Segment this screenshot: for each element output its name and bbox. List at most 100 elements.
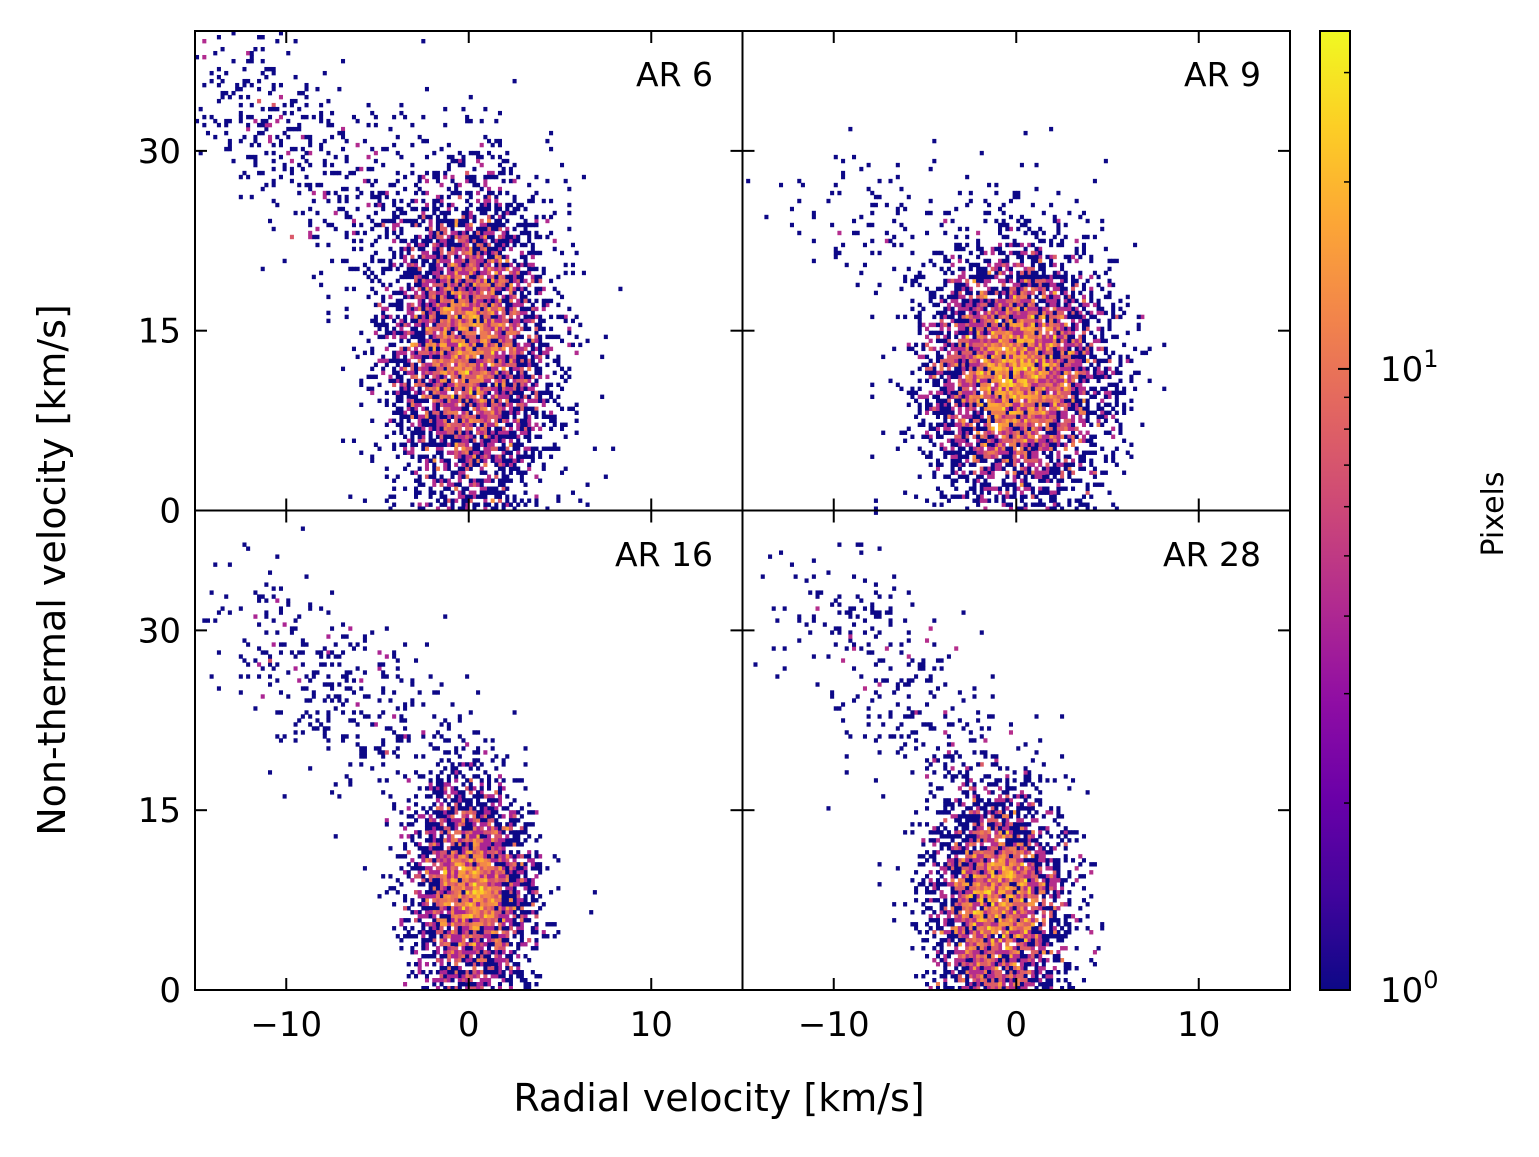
heatmap-cell	[395, 362, 400, 368]
heatmap-cell	[424, 258, 429, 264]
heatmap-cell	[1049, 274, 1054, 280]
heatmap-cell	[1023, 294, 1028, 300]
heatmap-cell	[990, 246, 995, 252]
heatmap-cell	[497, 246, 502, 252]
heatmap-cell	[1071, 366, 1076, 372]
heatmap-cell	[976, 238, 981, 244]
heatmap-cell	[1049, 202, 1054, 208]
heatmap-cell	[476, 158, 481, 164]
heatmap-cell	[1005, 434, 1010, 439]
heatmap-cell	[925, 434, 930, 439]
heatmap-cell	[457, 354, 462, 360]
heatmap-cell	[961, 274, 966, 280]
heatmap-cell	[424, 474, 429, 479]
heatmap-cell	[990, 322, 995, 328]
heatmap-cell	[461, 346, 466, 352]
heatmap-cell	[968, 430, 973, 435]
heatmap-cell	[450, 154, 455, 160]
heatmap-cell	[1030, 490, 1035, 495]
heatmap-cell	[1016, 450, 1021, 455]
heatmap-cell	[399, 286, 404, 292]
heatmap-cell	[435, 322, 440, 328]
heatmap-cell	[1023, 270, 1028, 276]
heatmap-cell	[1001, 310, 1006, 316]
heatmap-cell	[443, 398, 448, 404]
heatmap-cell	[348, 266, 353, 272]
heatmap-cell	[457, 438, 462, 443]
heatmap-cell	[1111, 306, 1116, 312]
heatmap-cell	[410, 122, 415, 128]
heatmap-cell	[527, 234, 532, 240]
heatmap-cell	[392, 326, 397, 332]
heatmap-cell	[264, 74, 269, 80]
heatmap-cell	[494, 342, 499, 348]
heatmap-cell	[1052, 274, 1057, 280]
heatmap-cell	[450, 426, 455, 431]
heatmap-cell	[501, 478, 506, 483]
heatmap-cell	[1008, 330, 1013, 336]
heatmap-cell	[1034, 450, 1039, 455]
heatmap-cell	[1034, 382, 1039, 388]
heatmap-cell	[1049, 410, 1054, 415]
heatmap-cell	[505, 462, 510, 467]
heatmap-cell	[472, 438, 477, 443]
heatmap-cell	[1111, 302, 1116, 308]
heatmap-cell	[465, 282, 470, 288]
heatmap-cell	[998, 490, 1003, 495]
heatmap-cell	[428, 430, 433, 435]
heatmap-cell	[1027, 430, 1032, 435]
heatmap-cell	[487, 278, 492, 284]
heatmap-cell	[1129, 358, 1134, 364]
heatmap-cell	[530, 346, 535, 352]
heatmap-cell	[1060, 334, 1065, 340]
heatmap-cell	[388, 182, 393, 188]
heatmap-cell	[1030, 358, 1035, 364]
heatmap-cell	[1005, 354, 1010, 360]
heatmap-cell	[1045, 310, 1050, 316]
heatmap-cell	[508, 370, 513, 376]
heatmap-cell	[384, 398, 389, 404]
heatmap-cell	[508, 374, 513, 380]
heatmap-cell	[979, 250, 984, 256]
heatmap-cell	[435, 346, 440, 352]
heatmap-cell	[443, 418, 448, 423]
heatmap-cell	[439, 238, 444, 244]
heatmap-cell	[552, 418, 557, 423]
heatmap-cell	[530, 446, 535, 451]
heatmap-cell	[443, 254, 448, 260]
heatmap-cell	[479, 430, 484, 435]
heatmap-cell	[497, 418, 502, 423]
heatmap-cell	[979, 298, 984, 304]
heatmap-cell	[454, 358, 459, 364]
heatmap-cell	[392, 378, 397, 384]
heatmap-cell	[1034, 458, 1039, 463]
heatmap-cell	[983, 326, 988, 332]
heatmap-cell	[979, 346, 984, 352]
heatmap-cell	[1030, 306, 1035, 312]
heatmap-cell	[994, 498, 999, 503]
heatmap-cell	[1049, 494, 1054, 499]
heatmap-cell	[428, 354, 433, 360]
heatmap-cell	[1103, 386, 1108, 392]
heatmap-cell	[1016, 366, 1021, 372]
heatmap-cell	[972, 446, 977, 451]
heatmap-cell	[450, 190, 455, 196]
heatmap-cell	[1027, 482, 1032, 487]
heatmap-cell	[1016, 374, 1021, 380]
heatmap-cell	[1034, 286, 1039, 292]
heatmap-cell	[1060, 358, 1065, 364]
heatmap-cell	[1092, 410, 1097, 415]
heatmap-cell	[501, 210, 506, 216]
heatmap-cell	[213, 118, 218, 124]
heatmap-cell	[1012, 430, 1017, 435]
heatmap-cell	[519, 366, 524, 372]
heatmap-cell	[516, 266, 521, 272]
heatmap-cell	[366, 178, 371, 184]
heatmap-cell	[534, 434, 539, 439]
heatmap-cell	[399, 230, 404, 236]
heatmap-cell	[439, 478, 444, 483]
heatmap-cell	[472, 458, 477, 463]
heatmap-cell	[957, 358, 962, 364]
heatmap-cell	[417, 302, 422, 308]
heatmap-cell	[424, 410, 429, 415]
